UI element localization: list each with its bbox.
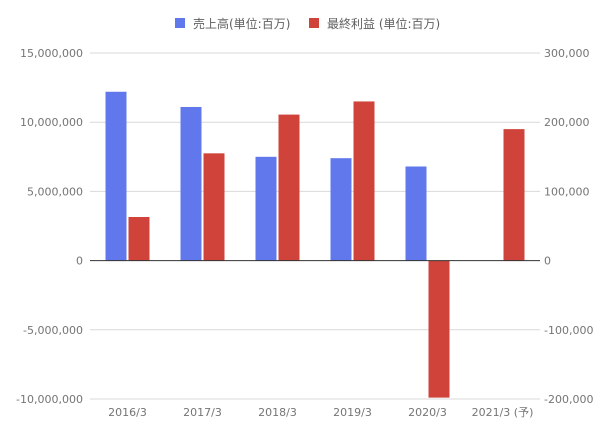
- bar-profit: [428, 260, 450, 398]
- right-tick-label: -200,000: [544, 393, 593, 406]
- x-tick-label: 2020/3: [408, 406, 447, 419]
- bar-sales: [405, 166, 427, 261]
- x-tick-label: 2021/3 (予): [472, 406, 534, 419]
- bar-sales: [105, 91, 127, 261]
- right-tick-label: 300,000: [544, 47, 590, 60]
- right-axis: 300,000 200,000 100,000 0 -100,000 -200,000: [544, 47, 593, 406]
- left-tick-label: -10,000,000: [16, 393, 83, 406]
- right-tick-label: -100,000: [544, 324, 593, 337]
- legend-label-profit: 最終利益 (単位:百万): [327, 16, 440, 31]
- legend-swatch-sales: [175, 18, 185, 28]
- legend-label-sales: 売上高(単位:百万): [193, 16, 290, 31]
- gridlines: [90, 52, 540, 400]
- bar-profit: [203, 153, 225, 261]
- bar-profit: [503, 129, 525, 261]
- left-axis: 15,000,000 10,000,000 5,000,000 0 -5,000,000…: [16, 47, 83, 406]
- x-tick-label: 2016/3: [108, 406, 147, 419]
- right-tick-label: 200,000: [544, 116, 590, 129]
- x-tick-label: 2019/3: [333, 406, 372, 419]
- left-tick-label: -5,000,000: [23, 324, 83, 337]
- right-tick-label: 0: [544, 255, 551, 268]
- bar-profit: [353, 101, 375, 261]
- bar-sales: [255, 156, 277, 261]
- x-tick-label: 2017/3: [183, 406, 222, 419]
- left-tick-label: 5,000,000: [27, 185, 83, 198]
- left-tick-label: 10,000,000: [20, 116, 83, 129]
- bar-sales: [180, 106, 202, 261]
- x-tick-label: 2018/3: [258, 406, 297, 419]
- legend-swatch-profit: [309, 18, 319, 28]
- right-tick-label: 100,000: [544, 185, 590, 198]
- bar-profit: [128, 217, 150, 261]
- bar-sales: [330, 158, 352, 261]
- legend: 売上高(単位:百万) 最終利益 (単位:百万): [175, 16, 440, 31]
- left-tick-label: 15,000,000: [20, 47, 83, 60]
- left-tick-label: 0: [76, 255, 83, 268]
- bars: [105, 91, 525, 398]
- x-axis: 2016/3 2017/3 2018/3 2019/3 2020/3 2021/3 (予): [108, 406, 533, 419]
- bar-profit: [278, 114, 300, 261]
